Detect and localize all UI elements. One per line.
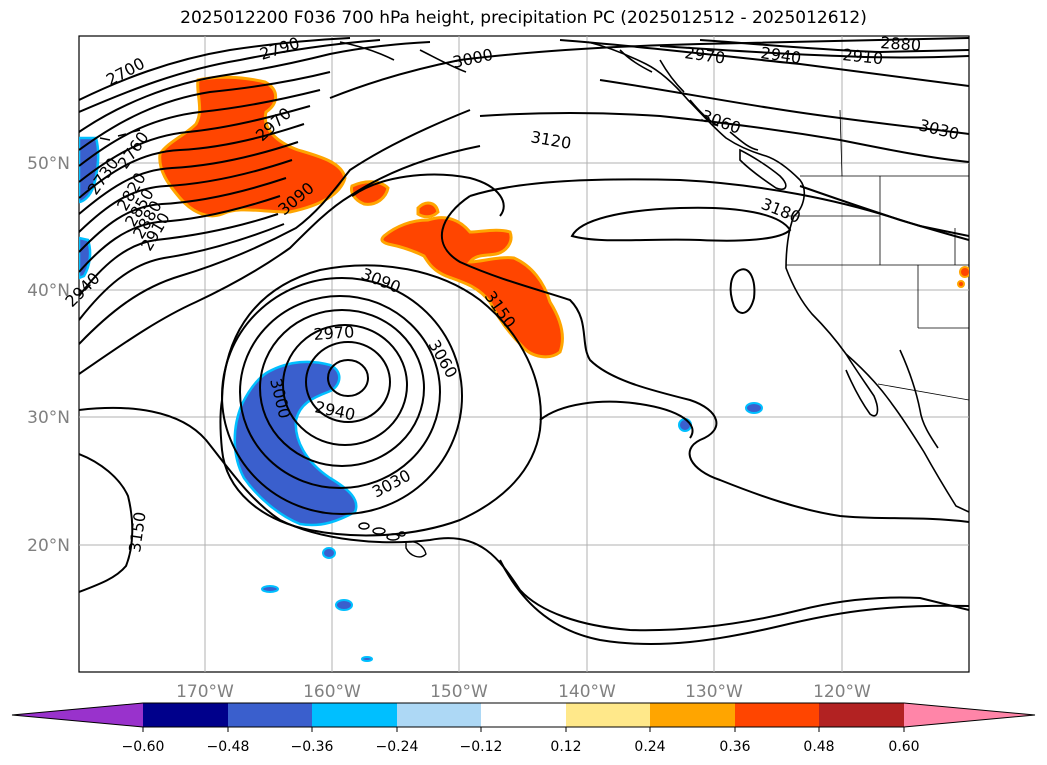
positive-precip-area	[959, 266, 969, 278]
lon-label-130w: 130°W	[685, 682, 743, 702]
colorbar-segment	[312, 703, 397, 727]
negative-precip-area	[335, 599, 353, 611]
colorbar-tick-label: 0.48	[803, 739, 834, 755]
british-columbia-islands	[619, 49, 759, 151]
lon-label-120w: 120°W	[813, 682, 871, 702]
positive-precip-area	[380, 216, 564, 359]
colorbar-tick-label: −0.36	[291, 739, 334, 755]
lat-label-20n: 20°N	[27, 536, 70, 556]
negative-precip-area	[678, 418, 692, 432]
colorbar-tick-label: −0.12	[460, 739, 503, 755]
political-borders	[786, 109, 969, 401]
negative-precip-area	[322, 547, 336, 559]
lat-label-40n: 40°N	[27, 281, 70, 301]
negative-precip-areas	[79, 136, 763, 662]
colorbar-tick-label: −0.60	[122, 739, 165, 755]
latitude-labels: 50°N 40°N 30°N 20°N	[27, 154, 70, 556]
gulf-of-california	[899, 349, 939, 449]
lat-label-50n: 50°N	[27, 154, 70, 174]
colorbar-segment	[819, 703, 904, 727]
contour-label: 2880	[880, 33, 922, 55]
colorbar-segment	[566, 703, 650, 727]
colorbar-segment	[735, 703, 819, 727]
colorbar-tick-label: −0.48	[207, 739, 250, 755]
colorbar-tick-label: 0.36	[719, 739, 750, 755]
lat-label-30n: 30°N	[27, 408, 70, 428]
lon-label-140w: 140°W	[558, 682, 616, 702]
contour-label: 2970	[313, 322, 355, 344]
colorbar-tick-label: 0.60	[888, 739, 919, 755]
colorbar-segment	[397, 703, 481, 727]
colorbar-extend-low	[12, 703, 143, 727]
colorbar-tick-label: 0.24	[634, 739, 665, 755]
height-contours	[79, 37, 969, 646]
negative-precip-area	[261, 585, 279, 593]
colorbar-extend-high	[904, 703, 1035, 727]
colorbar-tick-label: −0.24	[376, 739, 419, 755]
colorbar-segment	[481, 703, 566, 727]
contour-label: 2910	[842, 45, 884, 68]
longitude-labels: 170°W 160°W 150°W 140°W 130°W 120°W	[176, 682, 871, 702]
colorbar-segment	[650, 703, 735, 727]
negative-precip-area	[361, 656, 373, 662]
colorbar-segment	[143, 703, 228, 727]
negative-precip-area	[233, 360, 358, 527]
colorbar: −0.60 −0.48 −0.36 −0.24 −0.12 0.12 0.24 …	[11, 702, 1036, 755]
baja-california	[845, 353, 879, 417]
vancouver-island	[739, 148, 787, 191]
colorbar-segment	[228, 703, 312, 727]
positive-precip-area	[957, 280, 965, 288]
map-title: 2025012200 F036 700 hPa height, precipit…	[180, 8, 867, 28]
colorbar-ticks	[142, 727, 905, 732]
lon-label-170w: 170°W	[176, 682, 234, 702]
positive-precip-area	[416, 201, 440, 219]
negative-precip-area	[745, 402, 763, 414]
lon-label-150w: 150°W	[430, 682, 488, 702]
lon-label-160w: 160°W	[303, 682, 361, 702]
colorbar-tick-label: 0.12	[550, 739, 581, 755]
